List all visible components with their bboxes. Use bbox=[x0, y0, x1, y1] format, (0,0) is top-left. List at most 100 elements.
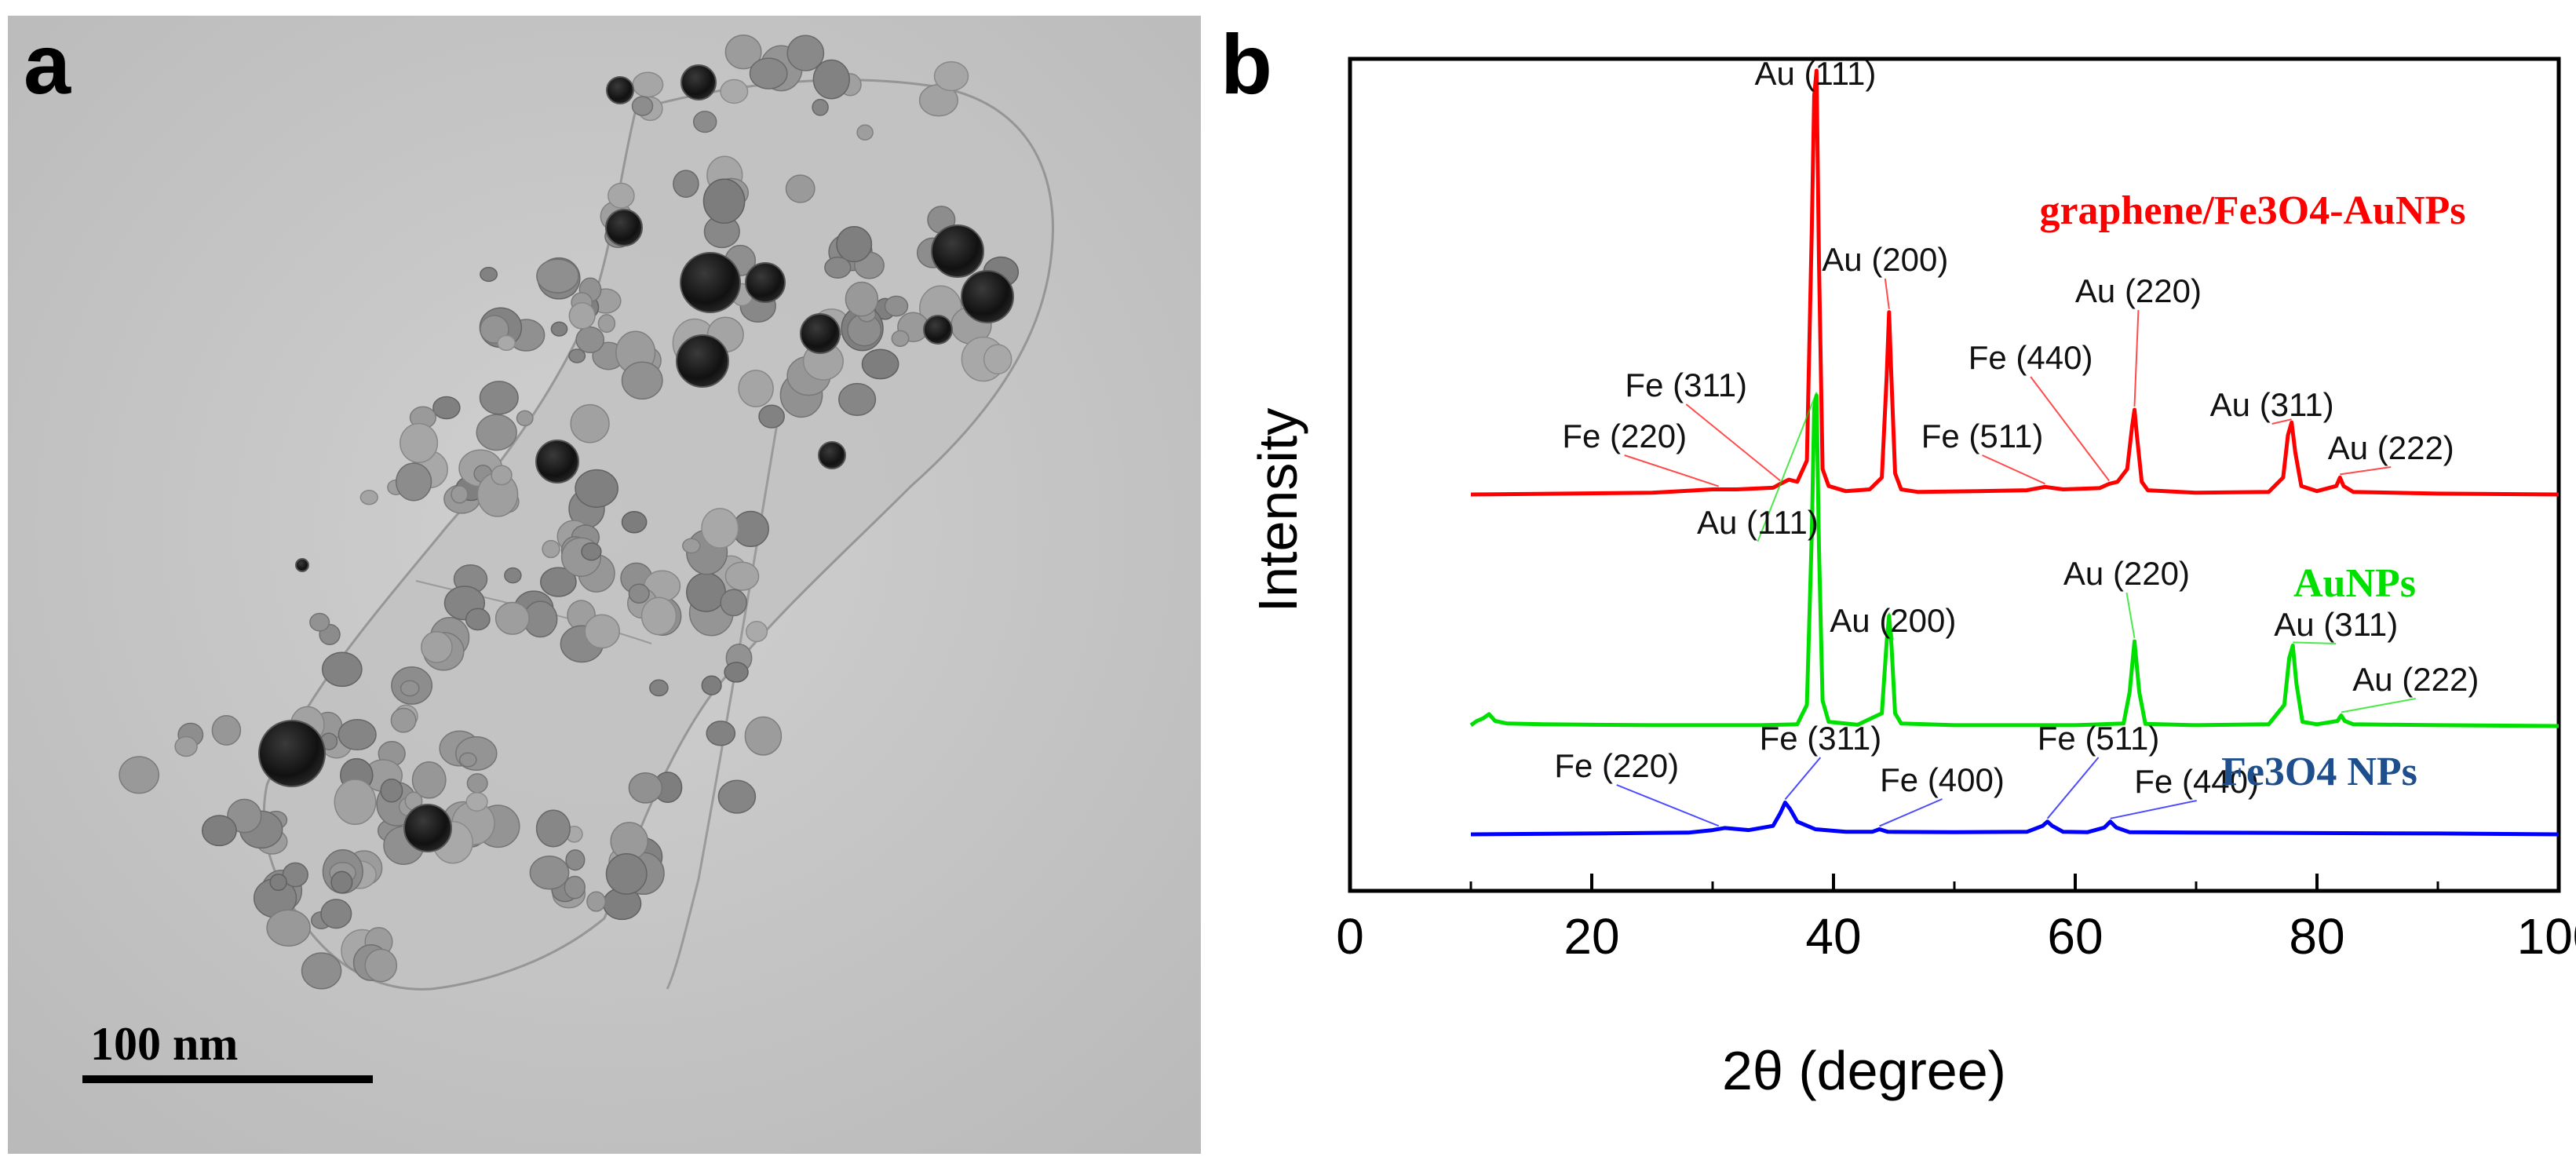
nanoparticle bbox=[621, 361, 663, 400]
nanoparticle bbox=[570, 403, 610, 443]
annotation-leader bbox=[2110, 800, 2197, 819]
nanoparticle bbox=[479, 381, 519, 415]
nanoparticle bbox=[836, 226, 873, 263]
series-label-0: graphene/Fe3O4-AuNPs bbox=[2039, 188, 2465, 233]
series-labels-group: graphene/Fe3O4-AuNPs AuNPs Fe3O4 NPs bbox=[2039, 188, 2465, 794]
nanoparticle bbox=[812, 98, 829, 116]
nanoparticle bbox=[359, 490, 378, 505]
nanoparticle bbox=[891, 330, 910, 347]
x-tick-label: 80 bbox=[2289, 908, 2344, 965]
peak-annotation: Fe (440) bbox=[2134, 763, 2259, 800]
nanoparticle bbox=[421, 631, 453, 663]
nanoparticle bbox=[720, 589, 747, 617]
series-line-2 bbox=[1470, 801, 2560, 837]
tem-micrograph: 100 nm bbox=[8, 16, 1201, 1154]
annotation-leader bbox=[2046, 757, 2100, 819]
annotation-leader bbox=[1624, 454, 1720, 487]
nanoparticle bbox=[608, 182, 635, 209]
nanoparticle bbox=[320, 899, 352, 929]
nanoparticle bbox=[174, 735, 198, 757]
annotation-leader bbox=[2271, 418, 2292, 425]
peak-annotation: Fe (311) bbox=[1625, 367, 1747, 403]
dense-nanoparticle bbox=[680, 64, 717, 100]
nanoparticle bbox=[720, 78, 749, 104]
nanoparticle bbox=[516, 410, 534, 427]
nanoparticle bbox=[692, 111, 717, 133]
panel-a-label: a bbox=[24, 16, 71, 111]
dense-nanoparticle bbox=[606, 76, 634, 104]
peak-annotation: Au (311) bbox=[2274, 606, 2398, 643]
nanoparticle bbox=[724, 35, 762, 70]
nanoparticle bbox=[535, 809, 571, 848]
peak-annotation: Fe (220) bbox=[1562, 418, 1687, 454]
series-line-1 bbox=[1469, 393, 2560, 728]
nanoparticle-group bbox=[119, 35, 1020, 990]
nanoparticle bbox=[706, 721, 736, 746]
dense-nanoparticle bbox=[961, 270, 1014, 323]
nanoparticle bbox=[536, 258, 579, 294]
nanoparticle bbox=[746, 621, 768, 643]
dense-nanoparticle bbox=[535, 440, 579, 483]
nanoparticle bbox=[586, 891, 607, 912]
annotation-leader bbox=[2293, 641, 2337, 644]
peak-annotation: Au (111) bbox=[1754, 55, 1876, 92]
nanoparticle bbox=[845, 281, 879, 317]
nanoparticle bbox=[380, 778, 403, 803]
nanoparticle bbox=[465, 608, 491, 631]
nanoparticle bbox=[411, 761, 447, 799]
nanoparticle bbox=[785, 174, 815, 203]
annotation-leader bbox=[2133, 309, 2140, 407]
x-tick-label: 60 bbox=[2047, 908, 2103, 965]
nanoparticle bbox=[364, 948, 398, 983]
nanoparticle bbox=[702, 178, 746, 224]
x-tick-label: 100 bbox=[2517, 908, 2576, 965]
nanoparticle bbox=[812, 59, 850, 100]
nanoparticle bbox=[465, 792, 488, 812]
nanoparticle bbox=[824, 256, 852, 279]
nanoparticle bbox=[309, 612, 330, 632]
annotation-leader bbox=[2030, 376, 2110, 482]
nanoparticle bbox=[581, 542, 602, 561]
nanoparticle bbox=[542, 539, 560, 559]
peak-annotation: Au (311) bbox=[2210, 386, 2334, 423]
nanoparticle bbox=[540, 567, 577, 597]
peak-annotation: Au (220) bbox=[2063, 555, 2190, 592]
nanoparticle bbox=[458, 752, 477, 768]
nanoparticle bbox=[565, 849, 586, 871]
nanoparticle bbox=[621, 510, 648, 534]
peak-annotation: Au (222) bbox=[2328, 429, 2454, 466]
nanoparticle bbox=[856, 124, 874, 140]
series-group bbox=[1469, 68, 2560, 837]
dense-nanoparticle bbox=[676, 334, 729, 388]
nanoparticle bbox=[673, 170, 699, 199]
nanoparticle bbox=[758, 404, 785, 429]
nanoparticle bbox=[682, 538, 701, 554]
nanoparticle bbox=[201, 815, 237, 847]
nanoparticle bbox=[861, 348, 899, 380]
annotation-leader bbox=[1616, 784, 1720, 827]
annotation-leader bbox=[1685, 403, 1781, 482]
annotation-leader bbox=[2341, 698, 2416, 713]
nanoparticle bbox=[568, 301, 596, 330]
peak-annotation: Au (111) bbox=[1697, 504, 1819, 541]
annotation-leader bbox=[2125, 592, 2136, 639]
peak-annotation: Fe (400) bbox=[1880, 761, 2005, 798]
peak-annotation: Fe (311) bbox=[1760, 720, 1882, 757]
dense-nanoparticle bbox=[403, 804, 452, 852]
peak-annotation: Au (222) bbox=[2352, 661, 2479, 698]
annotation-leader bbox=[1888, 612, 1894, 640]
peak-annotation: Fe (440) bbox=[1968, 339, 2093, 376]
x-tick-label: 20 bbox=[1563, 908, 1619, 965]
nanoparticle bbox=[321, 651, 363, 688]
nanoparticle bbox=[724, 662, 749, 683]
nanoparticle bbox=[631, 96, 654, 116]
nanoparticle bbox=[575, 469, 618, 508]
nanoparticle bbox=[395, 462, 432, 502]
nanoparticle bbox=[491, 465, 513, 486]
nanoparticle bbox=[786, 35, 825, 71]
dense-nanoparticle bbox=[680, 252, 741, 313]
x-ticks-group: 0 20 40 60 80 100 bbox=[1336, 874, 2576, 965]
dense-nanoparticle bbox=[605, 209, 643, 246]
peak-annotation: Fe (511) bbox=[1921, 418, 2044, 454]
